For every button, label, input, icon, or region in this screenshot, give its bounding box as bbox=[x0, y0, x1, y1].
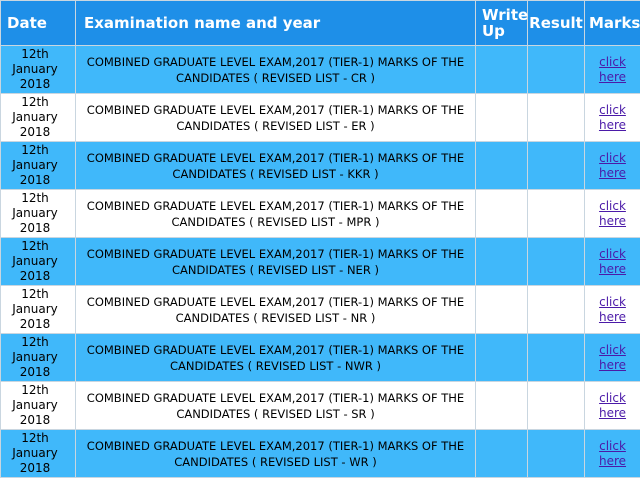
row-exam-name: COMBINED GRADUATE LEVEL EXAM,2017 (TIER-… bbox=[75, 333, 476, 382]
row-exam-name: COMBINED GRADUATE LEVEL EXAM,2017 (TIER-… bbox=[75, 381, 476, 430]
row-result bbox=[527, 141, 585, 190]
row-marks: click here bbox=[584, 285, 640, 334]
row-exam-name: COMBINED GRADUATE LEVEL EXAM,2017 (TIER-… bbox=[75, 93, 476, 142]
table-row: 12th January 2018 COMBINED GRADUATE LEVEL… bbox=[0, 189, 640, 238]
row-marks: click here bbox=[584, 333, 640, 382]
table-row: 12th January 2018 COMBINED GRADUATE LEVEL… bbox=[0, 429, 640, 478]
row-date: 12th January 2018 bbox=[0, 93, 76, 142]
row-date: 12th January 2018 bbox=[0, 333, 76, 382]
table-row: 12th January 2018 COMBINED GRADUATE LEVEL… bbox=[0, 285, 640, 334]
marks-click-here-link[interactable]: click here bbox=[598, 294, 627, 324]
row-writeup bbox=[475, 189, 528, 238]
row-date: 12th January 2018 bbox=[0, 45, 76, 94]
header-marks: Marks bbox=[584, 0, 640, 46]
row-marks: click here bbox=[584, 45, 640, 94]
row-writeup bbox=[475, 429, 528, 478]
header-date: Date bbox=[0, 0, 76, 46]
row-writeup bbox=[475, 141, 528, 190]
results-table: Date Examination name and year Write Up … bbox=[0, 0, 640, 478]
row-exam-name: COMBINED GRADUATE LEVEL EXAM,2017 (TIER-… bbox=[75, 285, 476, 334]
row-date: 12th January 2018 bbox=[0, 285, 76, 334]
marks-click-here-link[interactable]: click here bbox=[598, 198, 627, 228]
table-row: 12th January 2018 COMBINED GRADUATE LEVEL… bbox=[0, 45, 640, 94]
row-exam-name: COMBINED GRADUATE LEVEL EXAM,2017 (TIER-… bbox=[75, 237, 476, 286]
header-exam: Examination name and year bbox=[75, 0, 476, 46]
row-exam-name: COMBINED GRADUATE LEVEL EXAM,2017 (TIER-… bbox=[75, 45, 476, 94]
marks-click-here-link[interactable]: click here bbox=[598, 246, 627, 276]
marks-click-here-link[interactable]: click here bbox=[598, 342, 627, 372]
table-body: 12th January 2018 COMBINED GRADUATE LEVEL… bbox=[0, 45, 640, 478]
row-marks: click here bbox=[584, 141, 640, 190]
marks-click-here-link[interactable]: click here bbox=[598, 150, 627, 180]
row-date: 12th January 2018 bbox=[0, 141, 76, 190]
row-writeup bbox=[475, 93, 528, 142]
table-row: 12th January 2018 COMBINED GRADUATE LEVEL… bbox=[0, 93, 640, 142]
row-result bbox=[527, 381, 585, 430]
marks-click-here-link[interactable]: click here bbox=[598, 390, 627, 420]
marks-click-here-link[interactable]: click here bbox=[598, 54, 627, 84]
row-date: 12th January 2018 bbox=[0, 429, 76, 478]
row-exam-name: COMBINED GRADUATE LEVEL EXAM,2017 (TIER-… bbox=[75, 429, 476, 478]
marks-click-here-link[interactable]: click here bbox=[598, 438, 627, 468]
row-marks: click here bbox=[584, 189, 640, 238]
table-row: 12th January 2018 COMBINED GRADUATE LEVEL… bbox=[0, 381, 640, 430]
row-writeup bbox=[475, 333, 528, 382]
row-exam-name: COMBINED GRADUATE LEVEL EXAM,2017 (TIER-… bbox=[75, 141, 476, 190]
row-marks: click here bbox=[584, 237, 640, 286]
row-result bbox=[527, 237, 585, 286]
row-writeup bbox=[475, 237, 528, 286]
header-writeup: Write Up bbox=[475, 0, 528, 46]
row-result bbox=[527, 45, 585, 94]
table-row: 12th January 2018 COMBINED GRADUATE LEVEL… bbox=[0, 333, 640, 382]
row-result bbox=[527, 93, 585, 142]
row-writeup bbox=[475, 45, 528, 94]
marks-click-here-link[interactable]: click here bbox=[598, 102, 627, 132]
row-marks: click here bbox=[584, 381, 640, 430]
table-row: 12th January 2018 COMBINED GRADUATE LEVEL… bbox=[0, 141, 640, 190]
row-writeup bbox=[475, 381, 528, 430]
header-row: Date Examination name and year Write Up … bbox=[0, 0, 640, 46]
row-date: 12th January 2018 bbox=[0, 237, 76, 286]
row-date: 12th January 2018 bbox=[0, 381, 76, 430]
row-result bbox=[527, 189, 585, 238]
table-row: 12th January 2018 COMBINED GRADUATE LEVEL… bbox=[0, 237, 640, 286]
header-result: Result bbox=[527, 0, 585, 46]
row-exam-name: COMBINED GRADUATE LEVEL EXAM,2017 (TIER-… bbox=[75, 189, 476, 238]
row-result bbox=[527, 333, 585, 382]
row-result bbox=[527, 285, 585, 334]
row-marks: click here bbox=[584, 93, 640, 142]
row-result bbox=[527, 429, 585, 478]
row-writeup bbox=[475, 285, 528, 334]
row-marks: click here bbox=[584, 429, 640, 478]
row-date: 12th January 2018 bbox=[0, 189, 76, 238]
